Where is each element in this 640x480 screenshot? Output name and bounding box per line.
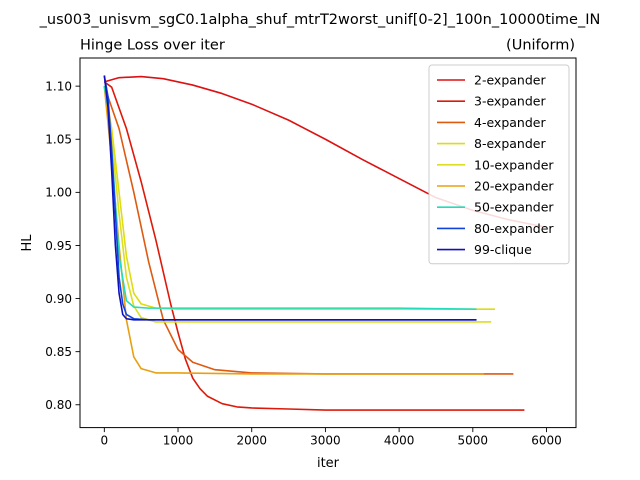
legend-label: 8-expander [474,136,546,151]
y-axis-ticks: 0.80 0.85 0.90 0.95 1.00 1.05 1.10 [45,79,80,412]
figure-suptitle: _us003_unisvm_sgC0.1alpha_shuf_mtrT2wors… [39,12,601,28]
legend-label: 3-expander [474,94,546,109]
x-tick-label: 0 [101,434,109,448]
y-tick-label: 0.90 [45,292,72,306]
legend-label: 10-expander [474,157,554,172]
x-tick-label: 6000 [531,434,562,448]
series-line-10-expander [103,86,492,323]
series-line-99-clique [103,75,477,321]
x-axis-ticks: 0 1000 2000 3000 4000 5000 6000 [101,427,562,448]
plot-frame [79,57,577,429]
series-layer [103,75,547,411]
legend-label: 99-clique [474,242,532,257]
x-axis-label: iter [317,456,340,471]
x-tick-label: 4000 [384,434,415,448]
legend-label: 4-expander [474,115,546,130]
legend: 2-expander 3-expander 4-expander 8-expander… [428,64,570,265]
legend-label: 80-expander [474,221,554,236]
y-tick-label: 0.80 [45,398,72,412]
x-tick-label: 1000 [163,434,194,448]
x-tick-label: 5000 [458,434,489,448]
y-axis-label: HL [20,234,35,252]
x-tick-label: 2000 [236,434,267,448]
chart-title: Hinge Loss over iter [80,38,225,54]
y-tick-label: 1.05 [45,133,72,147]
legend-box [428,64,570,265]
legend-label: 2-expander [474,73,546,88]
series-line-3-expander [103,81,525,411]
y-tick-label: 0.95 [45,239,72,253]
y-tick-label: 0.85 [45,345,72,359]
y-tick-label: 1.00 [45,186,72,200]
x-tick-label: 3000 [310,434,341,448]
y-tick-label: 1.10 [45,79,72,93]
chart-title-right: (Uniform) [506,38,575,54]
legend-label: 20-expander [474,179,554,194]
legend-label: 50-expander [474,200,554,215]
